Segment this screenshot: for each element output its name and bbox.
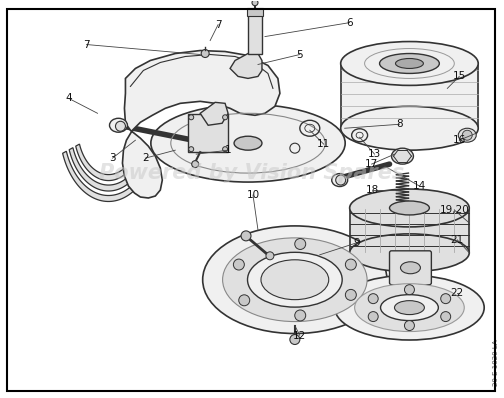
Ellipse shape: [392, 148, 413, 164]
Text: 20 E 1020 LA: 20 E 1020 LA: [493, 339, 499, 386]
Text: 13: 13: [368, 149, 381, 159]
Ellipse shape: [203, 226, 387, 334]
Text: 19,20: 19,20: [439, 205, 469, 215]
Ellipse shape: [335, 275, 484, 340]
Circle shape: [336, 175, 346, 185]
Text: 12: 12: [293, 330, 306, 341]
Polygon shape: [350, 208, 469, 253]
FancyBboxPatch shape: [248, 14, 262, 53]
Ellipse shape: [151, 104, 345, 182]
Circle shape: [368, 312, 378, 322]
Circle shape: [368, 294, 378, 304]
Text: 7: 7: [215, 20, 221, 29]
FancyBboxPatch shape: [247, 8, 263, 16]
Circle shape: [192, 161, 199, 168]
Circle shape: [241, 231, 251, 241]
Polygon shape: [122, 51, 280, 198]
Polygon shape: [200, 102, 228, 125]
Text: 10: 10: [246, 190, 260, 200]
Ellipse shape: [223, 238, 367, 322]
Ellipse shape: [341, 41, 478, 86]
Text: 7: 7: [83, 39, 90, 49]
Text: 21: 21: [451, 235, 464, 245]
Text: 8: 8: [396, 119, 403, 129]
Ellipse shape: [390, 201, 429, 215]
Ellipse shape: [396, 59, 423, 68]
Circle shape: [290, 335, 300, 345]
Text: 1: 1: [225, 145, 231, 155]
Ellipse shape: [355, 284, 464, 332]
Text: 16: 16: [453, 135, 466, 145]
Circle shape: [295, 310, 306, 321]
Ellipse shape: [109, 118, 128, 132]
Ellipse shape: [261, 260, 329, 300]
Circle shape: [462, 130, 472, 140]
Polygon shape: [69, 148, 148, 191]
Text: 22: 22: [451, 288, 464, 298]
Ellipse shape: [395, 300, 424, 314]
Ellipse shape: [332, 174, 348, 187]
Circle shape: [115, 121, 125, 131]
Circle shape: [345, 259, 356, 270]
Circle shape: [239, 295, 249, 306]
Circle shape: [405, 320, 414, 331]
Ellipse shape: [380, 53, 439, 74]
Ellipse shape: [401, 262, 420, 274]
FancyBboxPatch shape: [188, 114, 228, 152]
Circle shape: [201, 49, 209, 57]
Ellipse shape: [341, 106, 478, 150]
Circle shape: [440, 294, 451, 304]
Text: 17: 17: [365, 159, 378, 169]
Text: 3: 3: [109, 153, 116, 163]
Ellipse shape: [247, 252, 342, 307]
Circle shape: [295, 238, 306, 250]
Polygon shape: [76, 144, 141, 181]
Circle shape: [266, 252, 274, 260]
Polygon shape: [230, 53, 262, 78]
Circle shape: [223, 147, 228, 152]
Polygon shape: [341, 63, 478, 128]
Circle shape: [405, 285, 414, 295]
Text: 11: 11: [317, 139, 331, 149]
Ellipse shape: [381, 295, 438, 320]
Ellipse shape: [234, 136, 262, 150]
Text: 4: 4: [66, 94, 72, 103]
Text: 14: 14: [413, 181, 426, 191]
Text: 6: 6: [346, 18, 353, 27]
Ellipse shape: [350, 189, 469, 227]
Circle shape: [440, 312, 451, 322]
Ellipse shape: [350, 234, 469, 272]
Text: 2: 2: [142, 153, 149, 163]
Text: 9: 9: [353, 238, 360, 248]
Text: 18: 18: [366, 185, 379, 195]
Circle shape: [252, 0, 258, 6]
Polygon shape: [62, 151, 154, 201]
FancyBboxPatch shape: [390, 251, 431, 285]
Circle shape: [223, 115, 228, 120]
Text: Powered by Vision Spares: Powered by Vision Spares: [99, 163, 405, 183]
Circle shape: [233, 259, 244, 270]
Circle shape: [188, 147, 194, 152]
Text: 15: 15: [453, 71, 466, 82]
Text: 5: 5: [296, 49, 303, 60]
Circle shape: [188, 115, 194, 120]
Ellipse shape: [458, 128, 476, 142]
Circle shape: [345, 289, 356, 300]
